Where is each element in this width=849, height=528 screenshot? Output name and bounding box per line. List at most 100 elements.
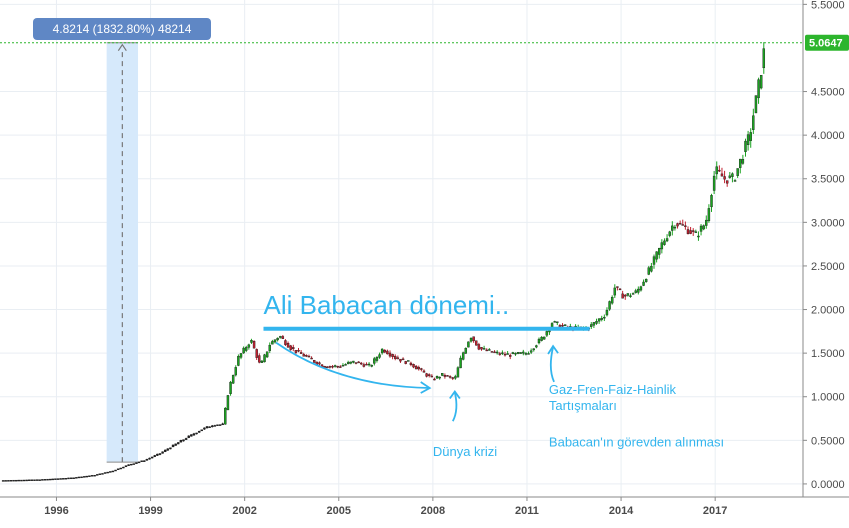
- candle-body: [461, 352, 465, 360]
- candle-body: [712, 175, 716, 191]
- candle-body: [171, 444, 175, 448]
- candle-body: [336, 366, 339, 368]
- candle-body: [595, 321, 598, 324]
- candle-body: [208, 426, 211, 428]
- crisis-label: Dünya krizi: [433, 444, 497, 459]
- candle-body: [671, 225, 674, 231]
- candle-body: [699, 225, 703, 232]
- candle-body: [454, 376, 457, 379]
- dispute-label-line1: Gaz-Fren-Faiz-Hainlik: [549, 382, 677, 397]
- candle-body: [85, 475, 89, 478]
- candle-body: [378, 354, 381, 358]
- candle-body: [731, 173, 734, 177]
- decline-arrow: [275, 341, 430, 389]
- candle-body: [109, 471, 112, 473]
- candle-body: [221, 423, 224, 426]
- candle-body: [600, 317, 603, 320]
- candle-body: [20, 479, 23, 482]
- candle-body: [82, 476, 86, 478]
- candle-body: [333, 365, 337, 367]
- candle-body: [540, 336, 543, 341]
- candle-body: [652, 256, 656, 265]
- candle-body: [265, 351, 269, 358]
- y-tick-label: 0.5000: [811, 435, 845, 447]
- candle-body: [258, 355, 261, 363]
- candle-body: [545, 331, 549, 336]
- candle-body: [247, 344, 251, 348]
- x-tick-label: 2011: [515, 505, 539, 517]
- candle-body: [464, 348, 468, 354]
- candle-body: [498, 353, 502, 355]
- candle-body: [9, 480, 13, 482]
- candle-body: [658, 247, 661, 255]
- last-price-label: 5.0647: [809, 38, 843, 50]
- candle-body: [422, 370, 426, 373]
- candle-body: [684, 225, 687, 227]
- candle-body: [143, 460, 146, 462]
- candle-body: [705, 219, 708, 226]
- candle-body: [605, 309, 609, 316]
- y-tick-label: 5.5000: [811, 0, 845, 11]
- candle-body: [665, 238, 669, 242]
- candle-body: [276, 337, 279, 341]
- candle-body: [448, 376, 452, 378]
- candle-body: [425, 373, 428, 377]
- candle-body: [762, 48, 766, 69]
- x-tick-label: 2008: [421, 505, 445, 517]
- candle-body: [22, 479, 26, 482]
- candle-body: [349, 361, 353, 364]
- candle-body: [694, 231, 698, 233]
- candle-body: [616, 286, 619, 288]
- candle-body: [224, 408, 227, 425]
- candle-body: [506, 353, 509, 355]
- candle-body: [631, 293, 635, 295]
- candle-body: [404, 361, 407, 364]
- candle-body: [46, 478, 49, 481]
- candle-body: [736, 168, 739, 176]
- candle-body: [522, 351, 525, 354]
- candle-body: [218, 424, 222, 426]
- candle-body: [182, 439, 185, 442]
- candle-body: [686, 229, 690, 235]
- candle-body: [51, 478, 55, 481]
- candle-body: [179, 440, 183, 443]
- candle-body: [203, 427, 206, 430]
- candle-body: [158, 453, 162, 455]
- candle-body: [153, 455, 156, 457]
- candle-body: [362, 364, 366, 367]
- candle-body: [72, 477, 75, 479]
- y-tick-label: 3.0000: [811, 217, 845, 229]
- candle-body: [297, 349, 300, 352]
- crisis-arrow: [452, 392, 458, 422]
- candle-body: [205, 426, 209, 429]
- candle-body: [501, 352, 504, 354]
- annotations: Ali Babacan dönemi.. Dünya krizi Gaz-Fren-…: [263, 290, 724, 459]
- candle-body: [655, 251, 658, 260]
- candle-body: [668, 231, 671, 236]
- candle-body: [718, 169, 721, 172]
- candle-body: [326, 366, 329, 369]
- candle-body: [166, 448, 170, 451]
- candle-body: [145, 459, 149, 461]
- crisis-arrowhead: [449, 389, 461, 399]
- candle-body: [746, 134, 750, 146]
- candle-body: [443, 375, 447, 377]
- candle-body: [190, 434, 193, 437]
- candle-body: [503, 353, 507, 356]
- candle-body: [472, 336, 475, 342]
- candle-body: [407, 360, 410, 362]
- candle-body: [77, 476, 81, 479]
- candle-body: [725, 180, 729, 184]
- candle-body: [255, 349, 258, 358]
- candle-body: [759, 75, 763, 89]
- candle-body: [524, 353, 528, 355]
- measure-arrow-head: [117, 43, 127, 52]
- candles: [1, 42, 766, 482]
- measure-badge-label: 4.8214 (1832.80%) 48214: [53, 22, 192, 36]
- candle-body: [318, 362, 321, 365]
- x-tick-label: 1999: [138, 505, 162, 517]
- candle-body: [56, 478, 60, 480]
- candle-body: [399, 358, 402, 362]
